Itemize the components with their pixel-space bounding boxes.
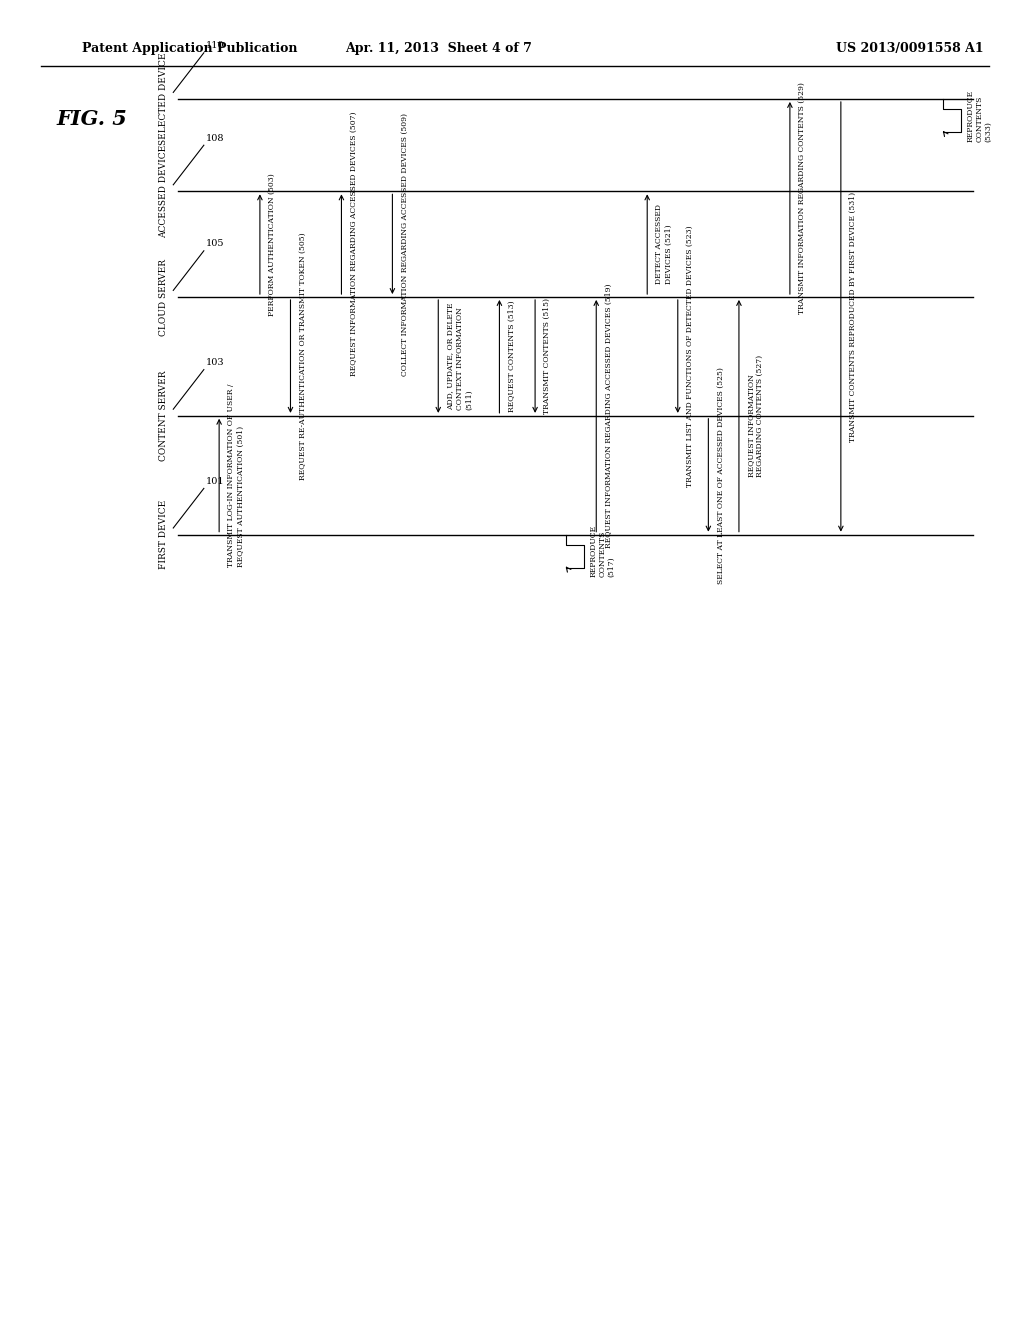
Text: 105: 105 [206,239,224,248]
Text: TRANSMIT LIST AND FUNCTIONS OF DETECTED DEVICES (523): TRANSMIT LIST AND FUNCTIONS OF DETECTED … [686,226,694,487]
Text: REQUEST INFORMATION REGARDING ACCESSED DEVICES (507): REQUEST INFORMATION REGARDING ACCESSED D… [349,112,357,376]
Text: REPRODUCE
CONTENTS
(533): REPRODUCE CONTENTS (533) [967,90,992,141]
Text: 101: 101 [206,477,224,486]
Text: FIRST DEVICE: FIRST DEVICE [159,500,168,569]
Text: 103: 103 [206,358,224,367]
Text: SELECTED DEVICE: SELECTED DEVICE [159,53,168,145]
Text: DETECT ACCESSED
DEVICES (521): DETECT ACCESSED DEVICES (521) [655,205,673,284]
Text: 110: 110 [206,41,224,50]
Text: REQUEST INFORMATION
REGARDING CONTENTS (527): REQUEST INFORMATION REGARDING CONTENTS (… [748,355,764,477]
Text: ADD, UPDATE, OR DELETE
CONTEXT INFORMATION
(511): ADD, UPDATE, OR DELETE CONTEXT INFORMATI… [446,302,473,411]
Text: ACCESSED DEVICE: ACCESSED DEVICE [159,145,168,238]
Text: SELECT AT LEAST ONE OF ACCESSED DEVICES (525): SELECT AT LEAST ONE OF ACCESSED DEVICES … [717,367,725,583]
Text: 108: 108 [206,133,224,143]
Text: Apr. 11, 2013  Sheet 4 of 7: Apr. 11, 2013 Sheet 4 of 7 [345,42,531,55]
Text: TRANSMIT LOG-IN INFORMATION OF USER /
REQUEST AUTHENTICATION (501): TRANSMIT LOG-IN INFORMATION OF USER / RE… [227,383,245,568]
Text: COLLECT INFORMATION REGARDING ACCESSED DEVICES (509): COLLECT INFORMATION REGARDING ACCESSED D… [400,112,409,376]
Text: TRANSMIT CONTENTS REPRODUCED BY FIRST DEVICE (531): TRANSMIT CONTENTS REPRODUCED BY FIRST DE… [849,191,857,442]
Text: Patent Application Publication: Patent Application Publication [82,42,297,55]
Text: REQUEST CONTENTS (513): REQUEST CONTENTS (513) [508,301,515,412]
Text: FIG. 5: FIG. 5 [56,108,127,129]
Text: TRANSMIT CONTENTS (515): TRANSMIT CONTENTS (515) [544,298,551,414]
Text: TRANSMIT INFORMATION REGARDING CONTENTS (529): TRANSMIT INFORMATION REGARDING CONTENTS … [798,82,806,314]
Text: REQUEST RE-AUTHENTICATION OR TRANSMIT TOKEN (505): REQUEST RE-AUTHENTICATION OR TRANSMIT TO… [299,232,306,480]
Text: CLOUD SERVER: CLOUD SERVER [159,259,168,335]
Text: PERFORM AUTHENTICATION (503): PERFORM AUTHENTICATION (503) [268,173,276,315]
Text: REPRODUCE
CONTENTS
(517): REPRODUCE CONTENTS (517) [589,525,615,577]
Text: US 2013/0091558 A1: US 2013/0091558 A1 [836,42,983,55]
Text: CONTENT SERVER: CONTENT SERVER [159,371,168,461]
Text: REQUEST INFORMATION REGARDING ACCESSED DEVICES (519): REQUEST INFORMATION REGARDING ACCESSED D… [604,284,612,548]
